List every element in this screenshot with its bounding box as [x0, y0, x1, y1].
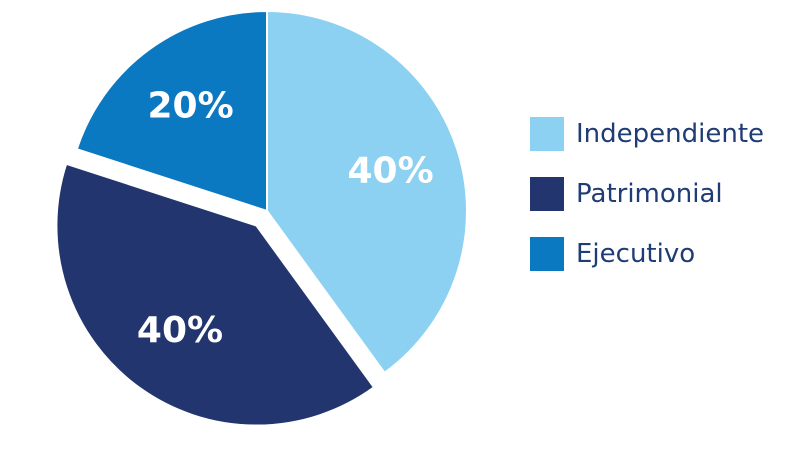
- slice-label-patrimonial: 40%: [137, 310, 223, 351]
- pie-slice-independiente: [266, 10, 468, 374]
- legend-swatch-ejecutivo: [530, 237, 564, 271]
- legend-swatch-independiente: [530, 117, 564, 151]
- legend-label-independiente: Independiente: [576, 119, 764, 149]
- pie-slice-ejecutivo: [75, 10, 268, 212]
- legend-label-ejecutivo: Ejecutivo: [576, 239, 695, 269]
- legend-label-patrimonial: Patrimonial: [576, 179, 723, 209]
- pie-slice-patrimonial: [55, 162, 375, 427]
- pie-slice-labels: 40% 40% 20%: [137, 85, 434, 351]
- pie-slices: [55, 10, 468, 427]
- legend-swatch-patrimonial: [530, 177, 564, 211]
- legend: Independiente Patrimonial Ejecutivo: [530, 117, 764, 271]
- slice-label-ejecutivo: 20%: [148, 85, 234, 126]
- slice-label-independiente: 40%: [348, 150, 434, 191]
